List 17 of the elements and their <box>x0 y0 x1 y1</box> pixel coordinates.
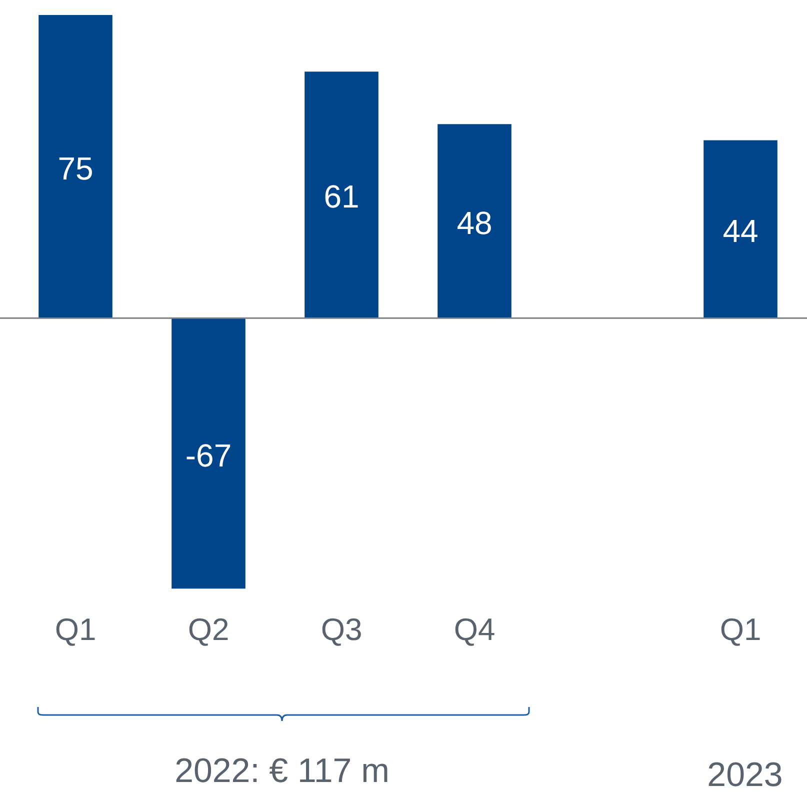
x-tick-label: Q3 <box>320 612 362 647</box>
bar <box>172 318 246 589</box>
data-label: 44 <box>722 212 758 249</box>
text: 2022: € 117 m <box>174 752 390 791</box>
text: 2023 <box>707 756 783 794</box>
bar <box>38 15 112 318</box>
x-tick-label: Q4 <box>454 612 496 647</box>
data-label: -67 <box>185 437 232 474</box>
x-tick-label: Q1 <box>720 612 762 647</box>
x-tick-label: Q2 <box>188 612 230 647</box>
data-label: 75 <box>58 150 94 186</box>
bar <box>438 124 512 318</box>
data-label: 61 <box>324 178 360 215</box>
bar <box>304 72 378 318</box>
data-label: 48 <box>456 204 492 241</box>
bar <box>704 140 778 318</box>
x-tick-label: Q1 <box>54 612 96 647</box>
